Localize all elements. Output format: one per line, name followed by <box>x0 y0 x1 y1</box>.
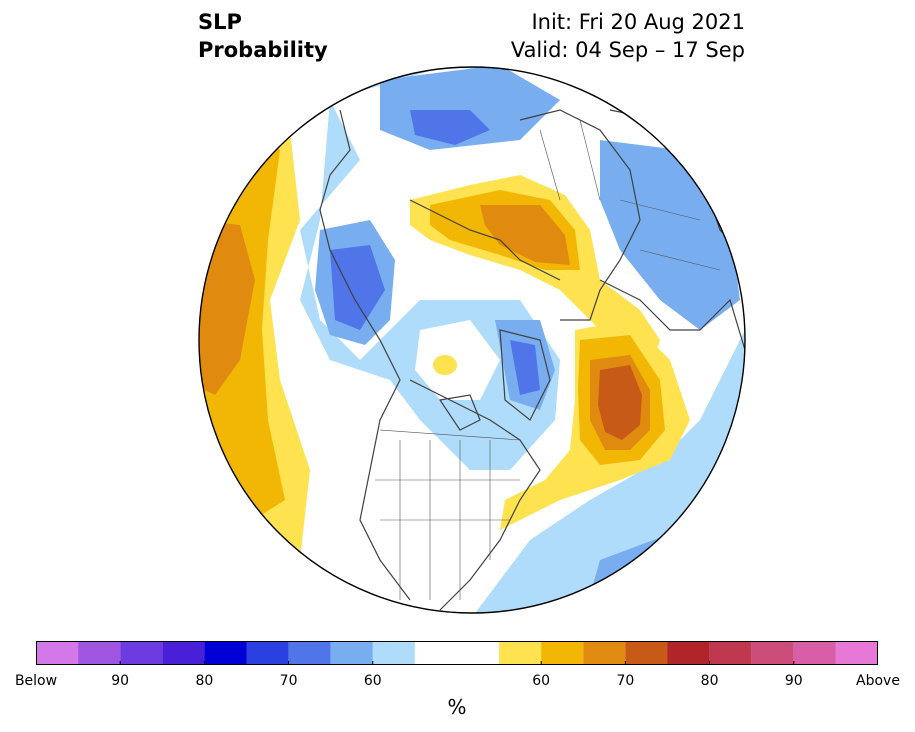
colorbar-segment <box>835 641 878 665</box>
colorbar-border <box>36 641 878 665</box>
colorbar <box>36 641 878 665</box>
colorbar-segment <box>162 641 205 665</box>
colorbar-segment <box>120 641 163 665</box>
globe-outline <box>198 66 746 614</box>
political-borders <box>375 119 721 600</box>
colorbar-tick-label: 60 <box>363 673 382 689</box>
colorbar-segment <box>204 641 247 665</box>
colorbar-segment <box>667 641 710 665</box>
colorbar-unit: % <box>447 695 467 719</box>
colorbar-labels: Below 90 80 70 60 60 70 80 90 Above <box>0 672 915 692</box>
map-title: SLP Probability <box>198 8 328 64</box>
colorbar-tick-label: 90 <box>111 673 130 689</box>
colorbar-segment <box>330 641 373 665</box>
colorbar-segment <box>583 641 626 665</box>
title-line-1: SLP <box>198 10 242 34</box>
colorbar-segment <box>36 641 79 665</box>
colorbar-segment <box>751 641 794 665</box>
colorbar-tick-label: 80 <box>195 673 214 689</box>
valid-range: Valid: 04 Sep – 17 Sep <box>510 38 745 62</box>
colorbar-segment <box>709 641 752 665</box>
colorbar-tick-label: 70 <box>616 673 635 689</box>
colorbar-segment <box>78 641 121 665</box>
polar-map <box>198 66 746 614</box>
colorbar-segment <box>793 641 836 665</box>
colorbar-segment <box>499 641 542 665</box>
colorbar-segment <box>625 641 668 665</box>
colorbar-segment <box>288 641 331 665</box>
colorbar-segment <box>372 641 415 665</box>
colorbar-tick-label: Above <box>856 673 900 689</box>
colorbar-tick-label: 70 <box>279 673 298 689</box>
probability-field <box>199 67 745 613</box>
colorbar-segment <box>541 641 584 665</box>
colorbar-tick-label: 60 <box>532 673 551 689</box>
colorbar-tick-label: 80 <box>700 673 719 689</box>
colorbar-segment <box>246 641 289 665</box>
init-date: Init: Fri 20 Aug 2021 <box>531 10 745 34</box>
title-line-2: Probability <box>198 38 328 62</box>
colorbar-segment <box>414 641 500 665</box>
colorbar-tick-label: Below <box>14 673 58 689</box>
forecast-dates: Init: Fri 20 Aug 2021 Valid: 04 Sep – 17… <box>511 8 745 64</box>
colorbar-tick-label: 90 <box>784 673 803 689</box>
